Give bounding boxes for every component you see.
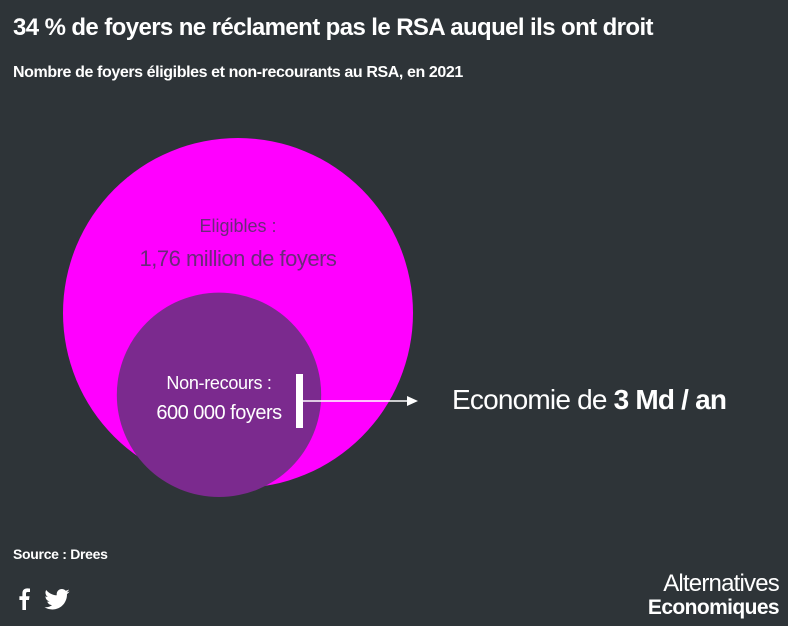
chart-subtitle: Nombre de foyers éligibles et non-recour… [13,64,463,81]
savings-amount: 3 Md / an [614,384,727,415]
logo-line-economiques: Economiques [647,596,780,619]
chart-title: 34 % de foyers ne réclament pas le RSA a… [13,14,654,41]
circle-non-recours [116,292,322,497]
twitter-icon[interactable] [44,588,70,610]
eligibles-label: Eligibles : [199,216,276,236]
facebook-icon[interactable] [18,588,30,610]
savings-annotation: Economie de 3 Md / an [452,384,726,415]
savings-prefix: Economie de [452,384,614,415]
non-recours-label: Non-recours : [166,373,271,393]
eligibles-value: 1,76 million de foyers [140,246,337,271]
bracket-bar [296,374,303,428]
arrow-head-icon [407,396,418,406]
non-recours-value: 600 000 foyers [156,402,282,424]
source-note: Source : Drees [13,546,108,562]
logo-line-alternatives: Alternatives [663,570,780,597]
brand-logo[interactable]: Alternatives Economiques [647,570,780,619]
social-share-bar [18,588,70,610]
